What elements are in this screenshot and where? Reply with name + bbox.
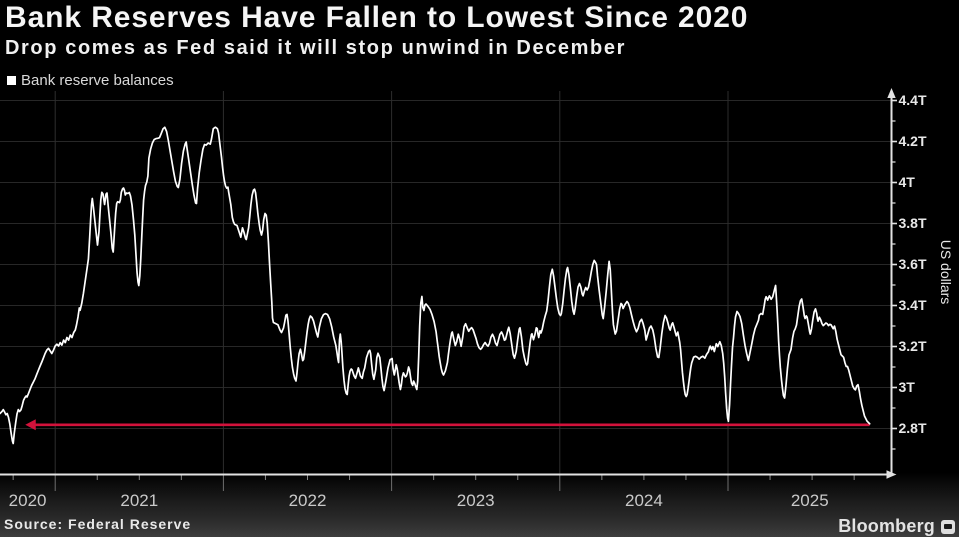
y-tick-label: 4.2T bbox=[899, 133, 927, 149]
x-tick-label: 2023 bbox=[457, 491, 495, 510]
x-tick-label: 2021 bbox=[120, 491, 158, 510]
legend: Bank reserve balances bbox=[7, 71, 174, 89]
annotation-arrowhead bbox=[25, 419, 36, 431]
y-axis-title: US dollars bbox=[938, 240, 954, 305]
legend-swatch-icon bbox=[7, 75, 16, 85]
y-tick-label: 3.2T bbox=[899, 338, 927, 354]
y-tick-label: 3T bbox=[899, 379, 916, 395]
chart-title: Bank Reserves Have Fallen to Lowest Sinc… bbox=[5, 1, 749, 34]
brand-wordmark: Bloomberg bbox=[838, 516, 935, 536]
data-line bbox=[0, 126, 871, 445]
y-tick-label: 3.8T bbox=[899, 215, 927, 231]
x-tick-label: 2022 bbox=[289, 491, 327, 510]
y-axis-arrowhead bbox=[887, 88, 896, 98]
x-tick-label: 2024 bbox=[625, 491, 663, 510]
y-tick-label: 3.6T bbox=[899, 256, 927, 272]
chart-subtitle: Drop comes as Fed said it will stop unwi… bbox=[5, 37, 626, 59]
bloomberg-logo-icon bbox=[941, 519, 955, 534]
brand: Bloomberg bbox=[838, 516, 955, 537]
y-tick-label: 2.8T bbox=[899, 420, 927, 436]
legend-label: Bank reserve balances bbox=[21, 71, 174, 89]
x-tick-label: 2025 bbox=[791, 491, 829, 510]
y-tick-label: 4.4T bbox=[899, 92, 927, 108]
source-note: Source: Federal Reserve bbox=[4, 516, 192, 532]
y-tick-label: 4T bbox=[899, 174, 916, 190]
y-tick-label: 3.4T bbox=[899, 297, 927, 313]
x-tick-label: 2020 bbox=[9, 491, 47, 510]
